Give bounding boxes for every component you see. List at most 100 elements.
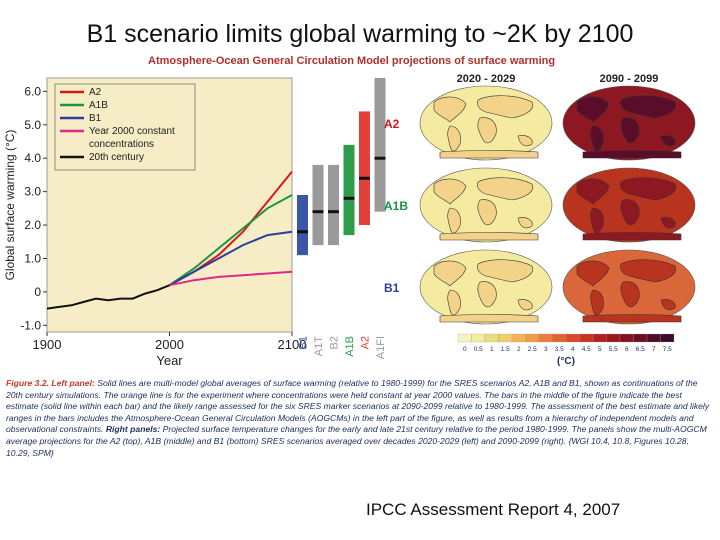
map-land: [620, 199, 640, 226]
legend-box: [54, 83, 196, 171]
colorbar-cell: [525, 333, 540, 343]
map-b1-2020-2029: [419, 249, 553, 325]
source-credit: IPCC Assessment Report 4, 2007: [366, 500, 621, 519]
map-land: [620, 177, 677, 201]
colorbar-cell: [592, 333, 607, 343]
colorbar-tick: 2.5: [528, 346, 537, 353]
map-land: [439, 150, 539, 159]
colorbar-tick: 4.5: [582, 346, 591, 353]
scenario-label-b1: B1: [384, 281, 400, 295]
legend: A2 A1B B1 Year 2000 constant concentrations 2…: [54, 83, 196, 171]
map-land: [477, 199, 497, 226]
map-land: [477, 281, 497, 308]
map-land: [620, 281, 640, 308]
map-a2-2020-2029: [419, 85, 553, 161]
legend-label: Year 2000 constant: [89, 126, 175, 137]
caption-text-left: Solid lines are multi-model global avera…: [6, 378, 710, 435]
range-bar-a1fi: [374, 78, 386, 212]
figure-caption: Figure 3.2. Left panel: Solid lines are …: [6, 378, 712, 459]
range-bar-b2: [328, 164, 339, 246]
x-axis-label: Year: [156, 353, 183, 368]
figure-heading: Atmosphere-Ocean General Circulation Mod…: [148, 55, 556, 67]
map-land: [477, 259, 534, 283]
colorbar-cell: [633, 333, 648, 343]
line-chart: -1.0 0 1.0 2.0 3.0 4.0 5.0 6.0 1900 2000 2100 Year G…: [3, 77, 387, 368]
colorbar-tick: 5: [598, 346, 602, 353]
map-land: [576, 96, 610, 123]
colorbar-tick: 0: [463, 346, 467, 353]
map-land: [660, 135, 676, 147]
bar-label-b2: B2: [329, 336, 341, 349]
y-tick-label: 0: [34, 285, 41, 299]
map-land: [517, 217, 533, 229]
map-land: [439, 232, 539, 241]
legend-label: B1: [89, 113, 102, 124]
colorbar-cell: [471, 333, 486, 343]
map-a1b-2090-2099: [562, 167, 696, 243]
range-bar-b1: [297, 194, 308, 256]
caption-right-label: Right panels:: [103, 424, 161, 435]
y-tick-label: 4.0: [24, 151, 41, 165]
series-line-a1b: [168, 194, 293, 287]
colorbar-cell: [565, 333, 580, 343]
map-land: [477, 117, 497, 144]
map-land: [620, 117, 640, 144]
map-a1b-2020-2029: [419, 167, 553, 243]
colorbar-tick: 6: [625, 346, 629, 353]
best-estimate-a2: [359, 176, 370, 180]
colorbar-cell: [538, 333, 553, 343]
range-bar-a1t: [312, 164, 324, 246]
colorbar-cell: [579, 333, 594, 343]
series-line-year-2000-constant-concentrations: [169, 270, 293, 287]
map-a2-2090-2099: [562, 85, 696, 161]
colorbar-tick: 7.5: [663, 346, 672, 353]
map-land: [620, 259, 677, 283]
map-land: [582, 232, 682, 241]
y-tick-label: 1.0: [24, 251, 41, 265]
series-line-20th-century: [46, 284, 170, 310]
range-bar-a2: [359, 111, 370, 226]
map-b1-2090-2099: [562, 249, 696, 325]
bar-label-b1: B1: [298, 336, 310, 349]
bar-label-a2: A2: [360, 336, 372, 349]
legend-label: A1B: [89, 100, 108, 111]
scenario-label-a2: A2: [384, 117, 400, 131]
legend-label: A2: [89, 87, 102, 98]
colorbar-cell: [511, 333, 526, 343]
map-land: [477, 95, 534, 119]
x-tick-label: 1900: [33, 337, 62, 352]
y-tick-label: 6.0: [24, 84, 41, 98]
best-estimate-a1t: [312, 210, 324, 214]
colorbar-tick: 6.5: [636, 346, 645, 353]
map-land: [620, 95, 677, 119]
colorbar-tick: 2: [517, 346, 521, 353]
period-label: 2090 - 2099: [600, 73, 659, 85]
x-tick-label: 2000: [155, 337, 184, 352]
map-land: [517, 299, 533, 311]
colorbar-tick: 3.5: [555, 346, 564, 353]
best-estimate-b1: [297, 230, 308, 234]
map-land: [433, 260, 467, 287]
caption-text-right: Projected surface temperature changes fo…: [6, 424, 707, 458]
map-land: [582, 314, 682, 323]
range-bar-a1b: [343, 144, 355, 236]
map-land: [433, 96, 467, 123]
bar-label-a1t: A1T: [313, 336, 325, 356]
map-land: [660, 299, 676, 311]
period-label: 2020 - 2029: [457, 73, 516, 85]
warming-maps: 2020 - 2029 2090 - 2099 A2 A1B B1 0 0.5 1 1.5 2 2.…: [384, 73, 696, 367]
colorbar-label: (°C): [557, 356, 575, 367]
colorbar-tick: 3: [544, 346, 548, 353]
colorbar-cell: [660, 333, 675, 343]
scenario-label-a1b: A1B: [384, 199, 408, 213]
map-land: [576, 260, 610, 287]
colorbar-cell: [484, 333, 499, 343]
map-land: [439, 314, 539, 323]
colorbar-tick: 4: [571, 346, 575, 353]
caption-lead: Figure 3.2. Left panel:: [6, 378, 95, 388]
y-tick-label: 5.0: [24, 118, 41, 132]
map-land: [576, 178, 610, 205]
y-tick-label: 2.0: [24, 218, 41, 232]
best-estimate-b2: [328, 210, 339, 214]
slide-title: B1 scenario limits global warming to ~2K…: [86, 20, 634, 48]
